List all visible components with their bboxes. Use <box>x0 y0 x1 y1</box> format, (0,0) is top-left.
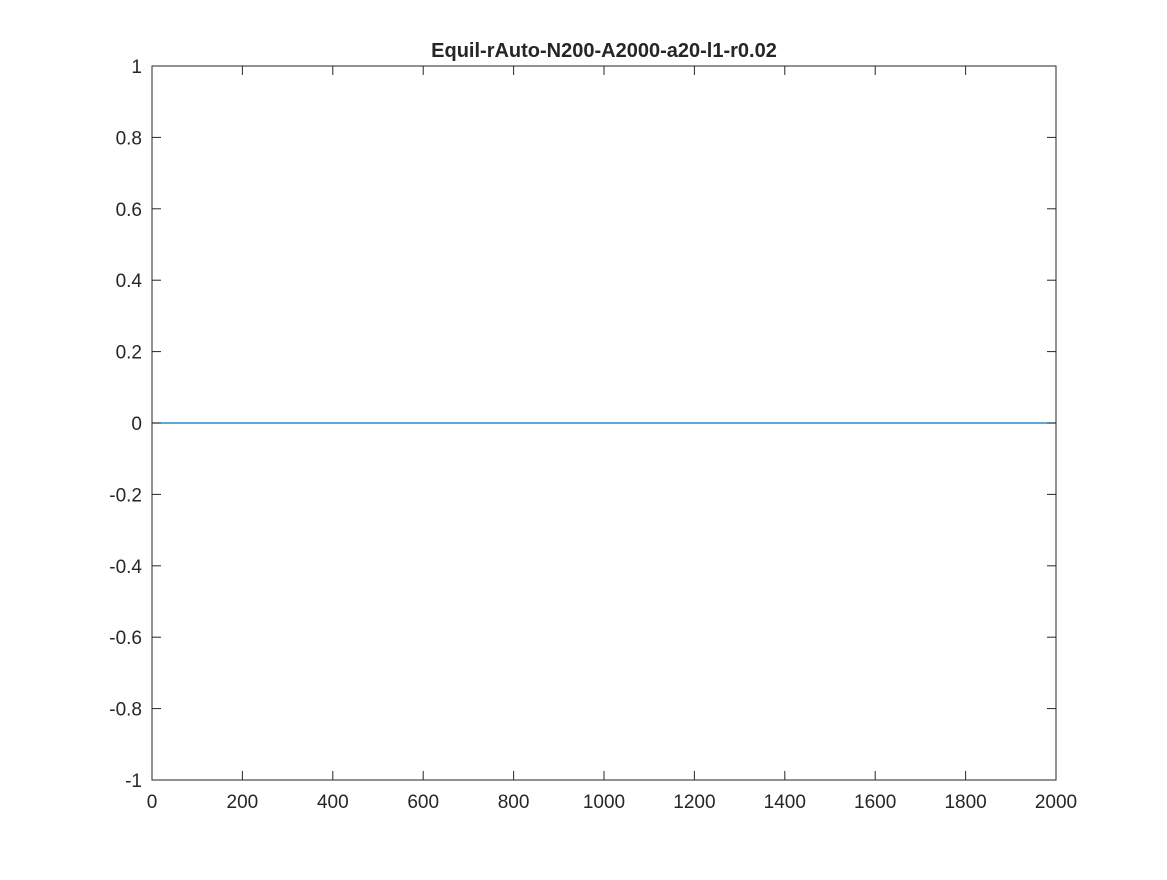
x-tick-label: 600 <box>407 792 439 813</box>
y-tick-label: -0.8 <box>109 700 142 721</box>
y-tick-label: 0.8 <box>116 128 142 149</box>
y-tick-label: -0.4 <box>109 557 142 578</box>
y-tick-label: -1 <box>125 771 142 792</box>
chart-title: Equil-rAuto-N200-A2000-a20-l1-r0.02 <box>431 40 777 62</box>
y-tick-label: -0.2 <box>109 485 142 506</box>
y-tick-label: 0.6 <box>116 200 142 221</box>
y-tick-label: 0.2 <box>116 343 142 364</box>
x-tick-label: 1200 <box>673 792 715 813</box>
x-tick-label: 1400 <box>764 792 806 813</box>
x-tick-label: 1800 <box>944 792 986 813</box>
y-tick-label: 1 <box>131 57 142 78</box>
x-tick-label: 800 <box>498 792 530 813</box>
x-tick-label: 200 <box>227 792 259 813</box>
y-tick-label: 0.4 <box>116 271 143 292</box>
x-tick-label: 1600 <box>854 792 896 813</box>
y-tick-label: -0.6 <box>109 628 142 649</box>
x-tick-label: 0 <box>147 792 158 813</box>
y-tick-label: 0 <box>131 414 142 435</box>
plot-area: 0 200 400 600 800 1000 1200 1400 1600 1800 2000 -1 -… <box>109 57 1077 813</box>
x-tick-label: 400 <box>317 792 349 813</box>
x-tick-label: 1000 <box>583 792 625 813</box>
x-tick-label: 2000 <box>1035 792 1077 813</box>
